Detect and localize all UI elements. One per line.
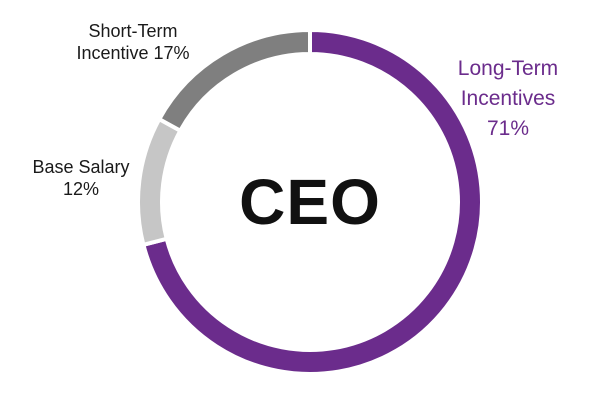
label-lti-line-1: Long-Term: [457, 57, 559, 80]
slice-long-term-incentives: [140, 27, 484, 376]
label-base-salary: Base Salary 12%: [22, 156, 140, 200]
slice-short-term-incentive: [156, 27, 312, 134]
label-sti-line-2: Incentive 17%: [76, 43, 190, 63]
center-label: CEO: [239, 166, 381, 238]
label-lti-line-2: Incentives: [460, 87, 556, 110]
label-long-term-incentives: Long-Term Incentives 71%: [438, 54, 578, 144]
label-base-line-1: Base Salary: [32, 157, 130, 177]
label-short-term-incentive: Short-Term Incentive 17%: [58, 20, 208, 64]
label-base-line-2: 12%: [62, 179, 100, 199]
label-sti-line-1: Short-Term: [88, 21, 178, 41]
slice-base-salary: [136, 116, 184, 248]
label-lti-line-3: 71%: [486, 117, 530, 140]
